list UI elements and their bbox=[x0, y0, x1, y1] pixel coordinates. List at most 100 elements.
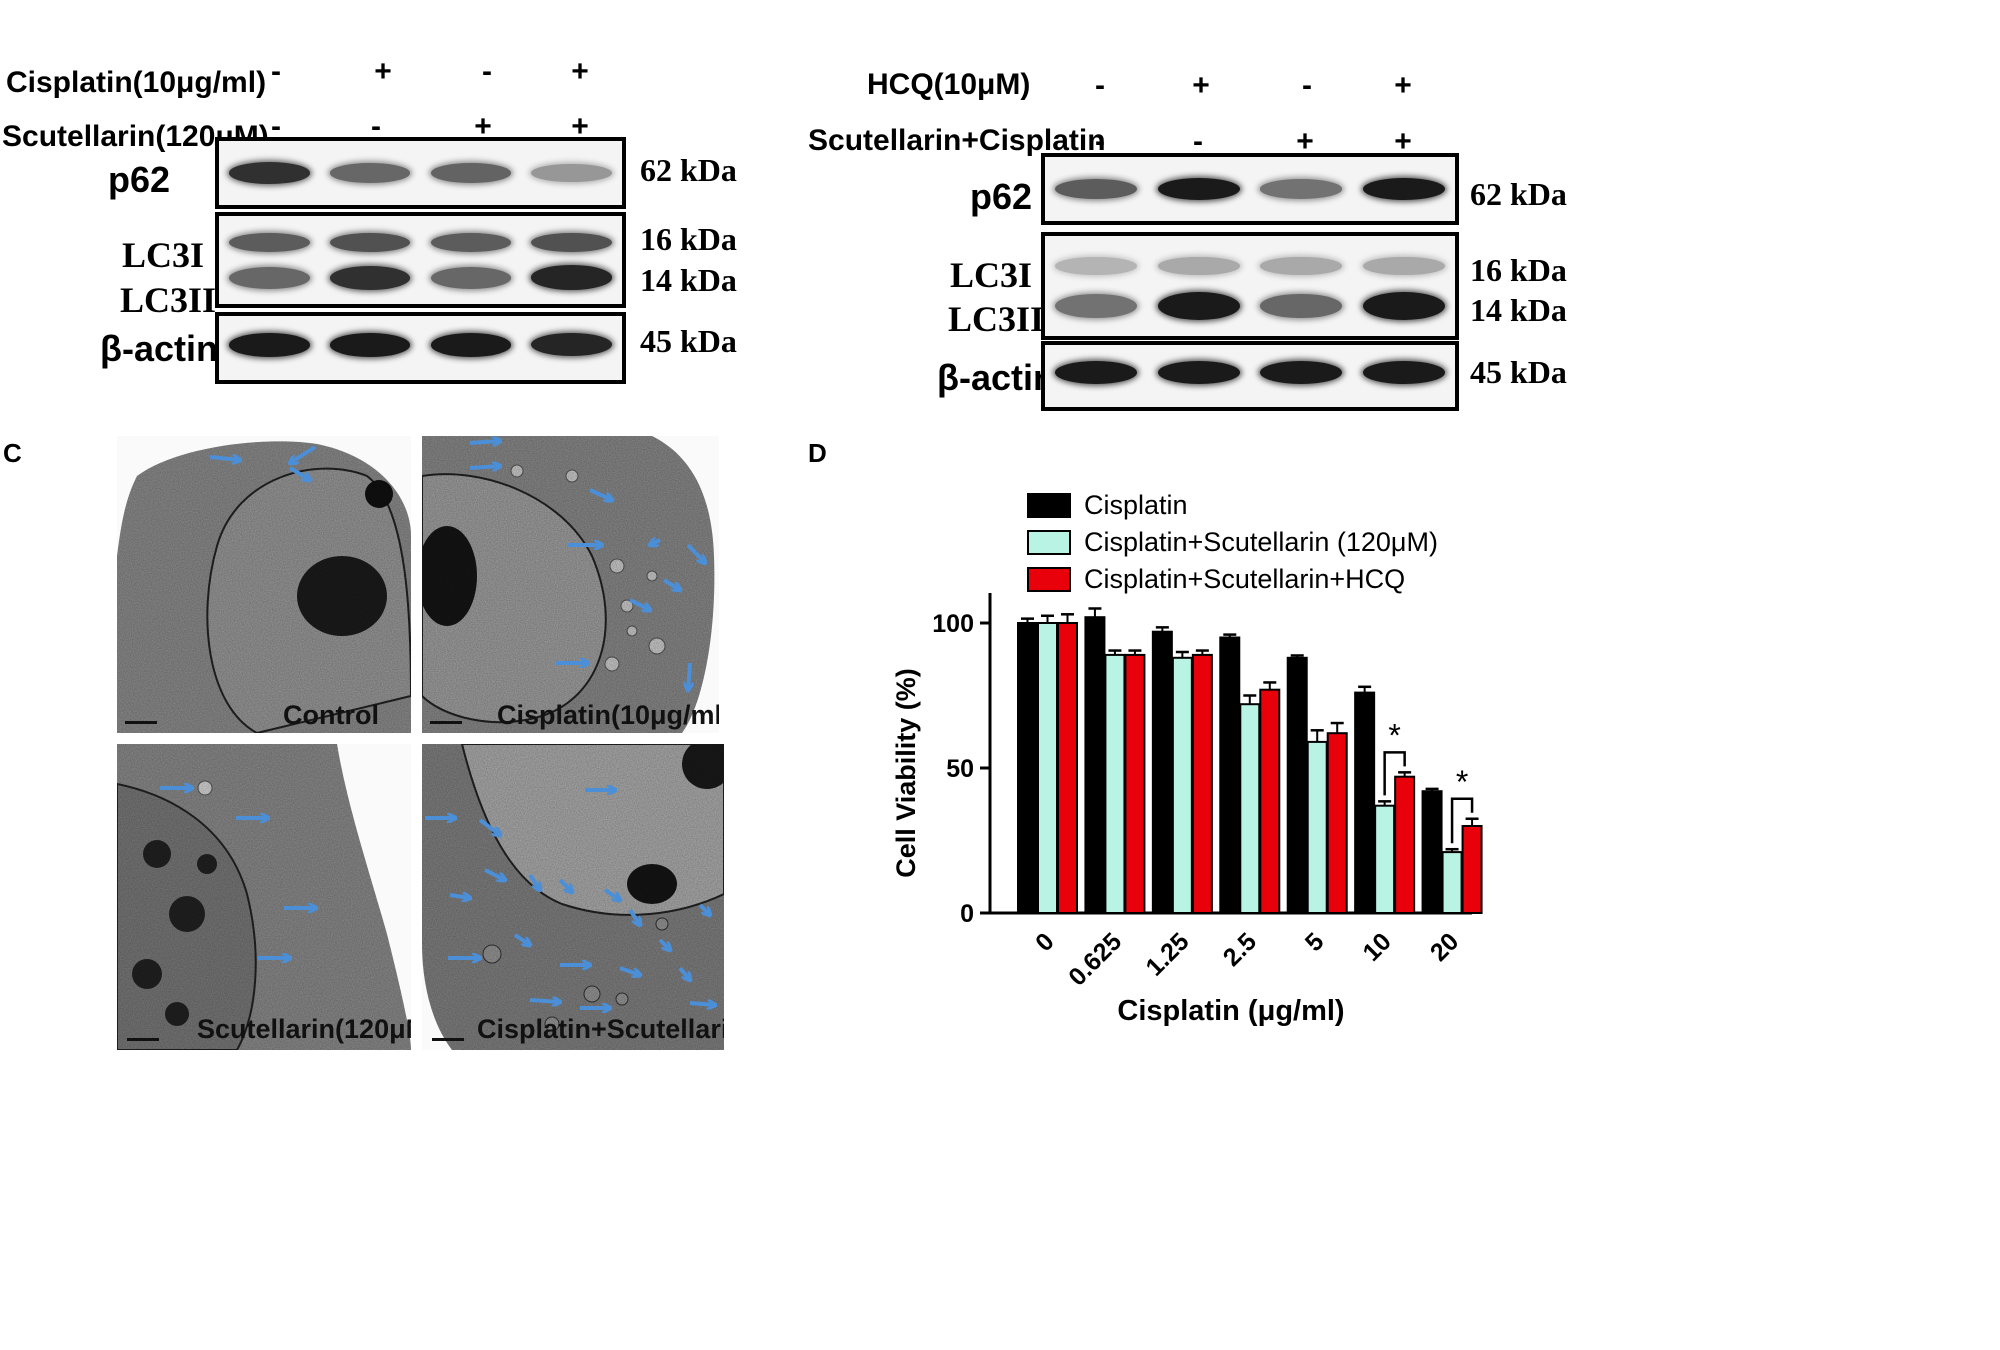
blot-band bbox=[1260, 361, 1343, 385]
sign: + bbox=[1296, 125, 1314, 158]
blot-band bbox=[329, 333, 411, 357]
sign: - bbox=[1095, 125, 1105, 158]
blot-band bbox=[430, 232, 512, 252]
blot-band bbox=[531, 265, 612, 290]
em-image-control: Control bbox=[117, 436, 411, 733]
condition-label: Scutellarin+Cisplatin bbox=[808, 124, 1106, 157]
arrow-marker bbox=[469, 441, 500, 443]
arrow-marker bbox=[688, 662, 690, 690]
legend-swatch bbox=[1027, 530, 1071, 555]
arrow-marker bbox=[650, 540, 661, 545]
blot-band bbox=[1362, 177, 1445, 201]
em-label: Cisplatin+Scutellarin bbox=[477, 1014, 724, 1044]
sign: - bbox=[271, 110, 281, 143]
em-image-scutellarin: Scutellarin(120μM) bbox=[117, 744, 411, 1050]
arrow-marker bbox=[558, 878, 572, 892]
sign: - bbox=[1095, 69, 1105, 102]
y-axis-label: Cell Viability (%) bbox=[891, 668, 921, 878]
condition-label: HCQ(10μM) bbox=[867, 68, 1031, 101]
blot-band bbox=[1157, 256, 1240, 276]
legend-label: Cisplatin+Scutellarin (120μM) bbox=[1084, 527, 1438, 557]
sign: - bbox=[271, 55, 281, 88]
arrow-marker bbox=[619, 966, 640, 975]
bar bbox=[1259, 688, 1281, 914]
bar bbox=[1219, 636, 1241, 914]
em-image-cisplatin: Cisplatin(10μg/ml) bbox=[422, 436, 719, 733]
bar bbox=[1421, 790, 1443, 915]
x-tick-label: 1.25 bbox=[1140, 927, 1194, 981]
bar bbox=[1441, 851, 1463, 915]
sign: + bbox=[1394, 125, 1412, 158]
blot-band bbox=[1055, 256, 1138, 276]
arrow-marker bbox=[589, 488, 612, 500]
arrow-marker bbox=[678, 966, 690, 980]
blot-p62 bbox=[1041, 153, 1459, 225]
blot-band bbox=[229, 162, 310, 184]
row-label-beta-actin: β-actin bbox=[100, 328, 218, 369]
x-tick-label: 20 bbox=[1425, 927, 1464, 966]
chart-legend: Cisplatin Cisplatin+Scutellarin (120μM) Ci… bbox=[1027, 490, 1438, 594]
arrow-marker bbox=[528, 873, 540, 890]
blot-band bbox=[229, 232, 310, 252]
kda-label: 14 kDa bbox=[640, 262, 737, 298]
kda-label: 45 kDa bbox=[640, 323, 737, 359]
y-tick-label: 100 bbox=[932, 610, 974, 638]
kda-label: 45 kDa bbox=[1470, 354, 1567, 390]
legend-swatch bbox=[1027, 567, 1071, 592]
panel-letter: D bbox=[808, 438, 827, 468]
kda-label: 14 kDa bbox=[1470, 292, 1567, 328]
row-label-lc3ii: LC3II bbox=[948, 299, 1045, 339]
bar bbox=[1171, 656, 1193, 914]
significance-star: * bbox=[1456, 764, 1468, 800]
blot-band bbox=[531, 163, 612, 183]
arrow-marker bbox=[209, 457, 240, 460]
row-label-lc3i: LC3I bbox=[950, 255, 1033, 295]
bar bbox=[1151, 630, 1173, 914]
sign: - bbox=[482, 55, 492, 88]
condition-label: Cisplatin(10μg/ml) bbox=[6, 66, 267, 99]
kda-label: 16 kDa bbox=[1470, 252, 1567, 288]
legend-swatch bbox=[1027, 493, 1071, 518]
x-tick-label: 10 bbox=[1357, 927, 1396, 966]
blot-band bbox=[1362, 361, 1445, 385]
arrow-marker bbox=[478, 818, 500, 835]
legend-label: Cisplatin+Scutellarin+HCQ bbox=[1084, 564, 1405, 594]
blot-band bbox=[329, 232, 411, 253]
bar-chart: Cisplatin Cisplatin+Scutellarin (120μM) Ci… bbox=[891, 490, 1483, 1027]
blot-band bbox=[531, 232, 612, 253]
sign: + bbox=[374, 55, 392, 88]
bar bbox=[1084, 616, 1106, 914]
blot-band bbox=[1055, 293, 1138, 319]
blot-band bbox=[1157, 177, 1240, 201]
arrow-marker bbox=[689, 1003, 715, 1005]
bar bbox=[1239, 703, 1261, 914]
bar bbox=[1461, 825, 1483, 914]
arrow-marker bbox=[484, 868, 505, 880]
arrow-marker bbox=[698, 903, 710, 915]
row-label-beta-actin: β-actin bbox=[937, 357, 1055, 398]
bar bbox=[1017, 622, 1038, 914]
blot-band bbox=[1055, 361, 1138, 385]
x-tick-label: 5 bbox=[1300, 927, 1330, 957]
sign: + bbox=[571, 110, 589, 143]
kda-label: 16 kDa bbox=[640, 221, 737, 257]
arrow-marker bbox=[513, 933, 530, 945]
blot-band bbox=[1260, 179, 1343, 199]
sign: + bbox=[1192, 69, 1210, 102]
bar bbox=[1057, 622, 1078, 914]
arrow-marker bbox=[628, 908, 640, 925]
y-tick-label: 0 bbox=[960, 900, 974, 928]
row-label-p62: p62 bbox=[108, 159, 171, 200]
significance-star: * bbox=[1388, 717, 1400, 753]
sign: - bbox=[371, 110, 381, 143]
bar bbox=[1286, 656, 1308, 914]
bar bbox=[1037, 622, 1058, 914]
arrow-marker bbox=[629, 598, 650, 610]
bar bbox=[1306, 740, 1328, 914]
bar bbox=[1124, 653, 1146, 914]
em-label: Scutellarin(120μM) bbox=[197, 1014, 411, 1044]
em-label: Cisplatin(10μg/ml) bbox=[497, 700, 719, 730]
arrow-marker bbox=[290, 445, 317, 463]
blot-beta-actin bbox=[215, 312, 626, 384]
blot-band bbox=[531, 333, 612, 357]
